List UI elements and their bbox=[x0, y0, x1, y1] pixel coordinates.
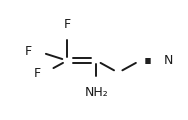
Text: N: N bbox=[163, 54, 173, 67]
Text: NH₂: NH₂ bbox=[84, 87, 108, 99]
Text: F: F bbox=[64, 18, 71, 31]
Text: F: F bbox=[25, 45, 32, 58]
Text: F: F bbox=[34, 67, 41, 80]
